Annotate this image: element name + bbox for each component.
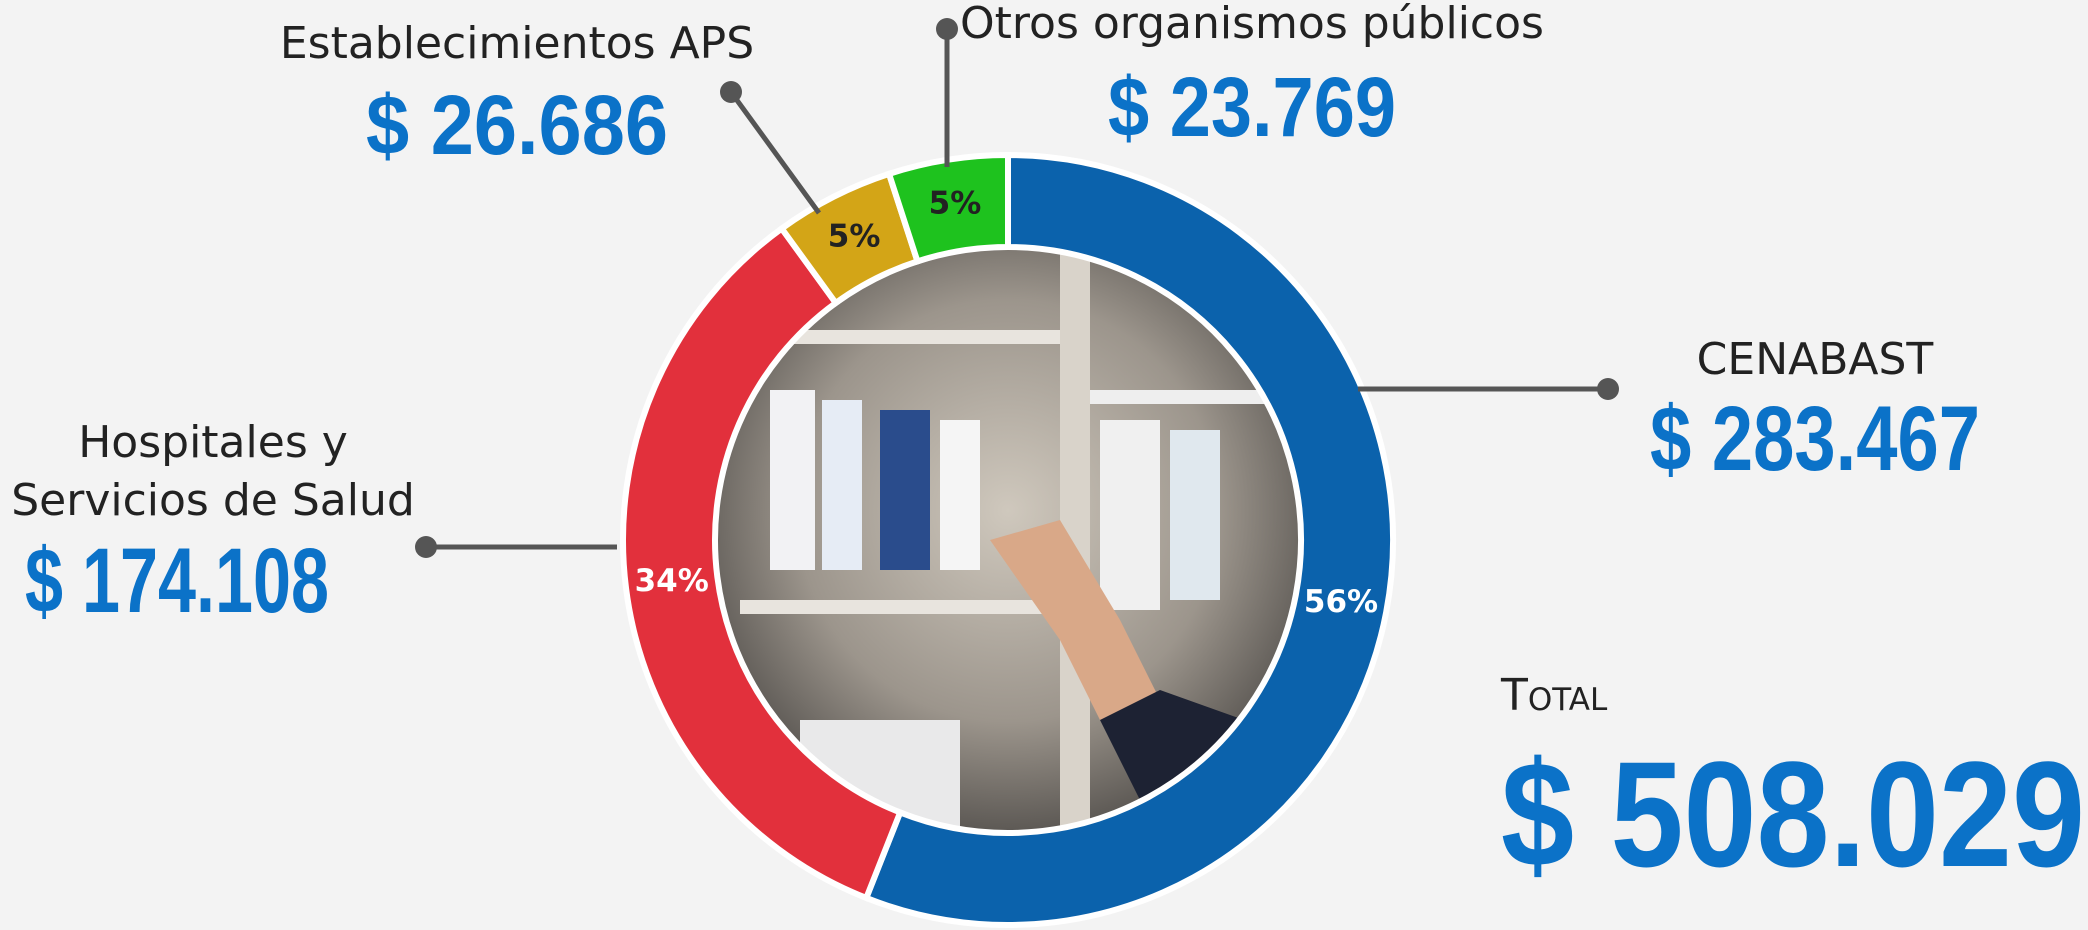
category-label: Servicios de Salud (11, 475, 415, 526)
leader-dot (936, 18, 958, 40)
amount-label: $ 23.769 (1108, 60, 1396, 154)
category-label: Otros organismos públicos (960, 0, 1544, 49)
amount-label: $ 26.686 (366, 78, 668, 172)
total-value: $ 508.029 (1501, 730, 2085, 898)
leader-dot (415, 536, 437, 558)
percent-label: 5% (929, 186, 982, 222)
donut (620, 151, 1396, 928)
percent-label: 56% (1304, 584, 1378, 620)
amount-label: $ 283.467 (1650, 388, 1980, 490)
leader-dot (1597, 378, 1619, 400)
leader-line (728, 90, 822, 215)
category-label: CENABAST (1697, 334, 1934, 385)
slice (862, 151, 1396, 928)
category-label: Establecimientos APS (280, 18, 754, 69)
category-label: Hospitales y (78, 417, 348, 468)
pharmacy-photo (715, 247, 1301, 833)
slice (885, 151, 1011, 266)
percent-label: 34% (635, 563, 709, 599)
total-label: Total (1500, 670, 1608, 721)
percent-label: 5% (828, 218, 881, 254)
leader-dot (720, 81, 742, 103)
amount-label: $ 174.108 (25, 530, 329, 632)
slice (620, 224, 905, 902)
